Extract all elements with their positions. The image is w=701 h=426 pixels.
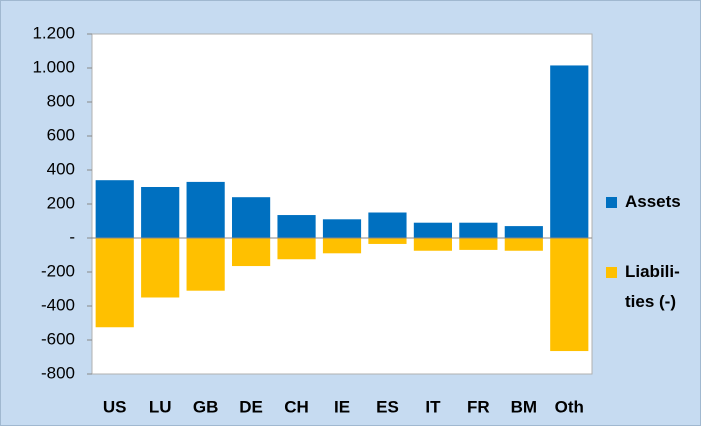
bar xyxy=(413,222,452,238)
y-tick-label: 1.200 xyxy=(32,23,75,42)
x-tick-label: IE xyxy=(334,397,350,416)
x-tick-label: CH xyxy=(284,397,309,416)
x-tick-label: DE xyxy=(239,397,263,416)
bar xyxy=(277,215,316,238)
bar xyxy=(95,238,134,328)
bar xyxy=(277,238,316,260)
bar xyxy=(504,238,543,251)
bar xyxy=(232,238,271,267)
bar xyxy=(550,238,589,352)
bar xyxy=(322,238,362,254)
y-tick-label: -800 xyxy=(41,363,75,382)
bar xyxy=(413,238,452,251)
legend-label: Assets xyxy=(625,192,681,211)
bar xyxy=(322,219,362,238)
bar xyxy=(232,197,271,238)
y-tick-label: 600 xyxy=(47,125,75,144)
bar xyxy=(141,187,180,238)
x-tick-label: LU xyxy=(149,397,172,416)
x-tick-label: IT xyxy=(425,397,441,416)
legend-label: Liabili-ties (-) xyxy=(625,262,680,311)
bar xyxy=(186,238,225,291)
y-tick-label: 1.000 xyxy=(32,57,75,76)
legend-swatch xyxy=(606,197,617,208)
x-tick-label: BM xyxy=(511,397,537,416)
x-tick-label: ES xyxy=(376,397,399,416)
y-tick-label: - xyxy=(69,227,75,246)
bar xyxy=(368,238,407,244)
bar xyxy=(550,65,589,238)
legend-swatch xyxy=(606,267,617,278)
y-tick-label: 200 xyxy=(47,193,75,212)
x-tick-label: US xyxy=(103,397,127,416)
bar xyxy=(186,181,225,238)
y-tick-label: 400 xyxy=(47,159,75,178)
y-tick-label: -600 xyxy=(41,329,75,348)
bar xyxy=(459,238,498,250)
x-tick-label: FR xyxy=(467,397,490,416)
y-tick-label: -200 xyxy=(41,261,75,280)
y-tick-label: -400 xyxy=(41,295,75,314)
bar xyxy=(368,212,407,238)
bar xyxy=(95,180,134,238)
bar xyxy=(504,226,543,238)
bar xyxy=(141,238,180,298)
y-tick-label: 800 xyxy=(47,91,75,110)
legend-item: Assets xyxy=(606,192,687,217)
x-tick-label: Oth xyxy=(555,397,584,416)
legend-item: Liabili-ties (-) xyxy=(606,262,687,317)
x-tick-label: GB xyxy=(193,397,219,416)
bar xyxy=(459,222,498,238)
